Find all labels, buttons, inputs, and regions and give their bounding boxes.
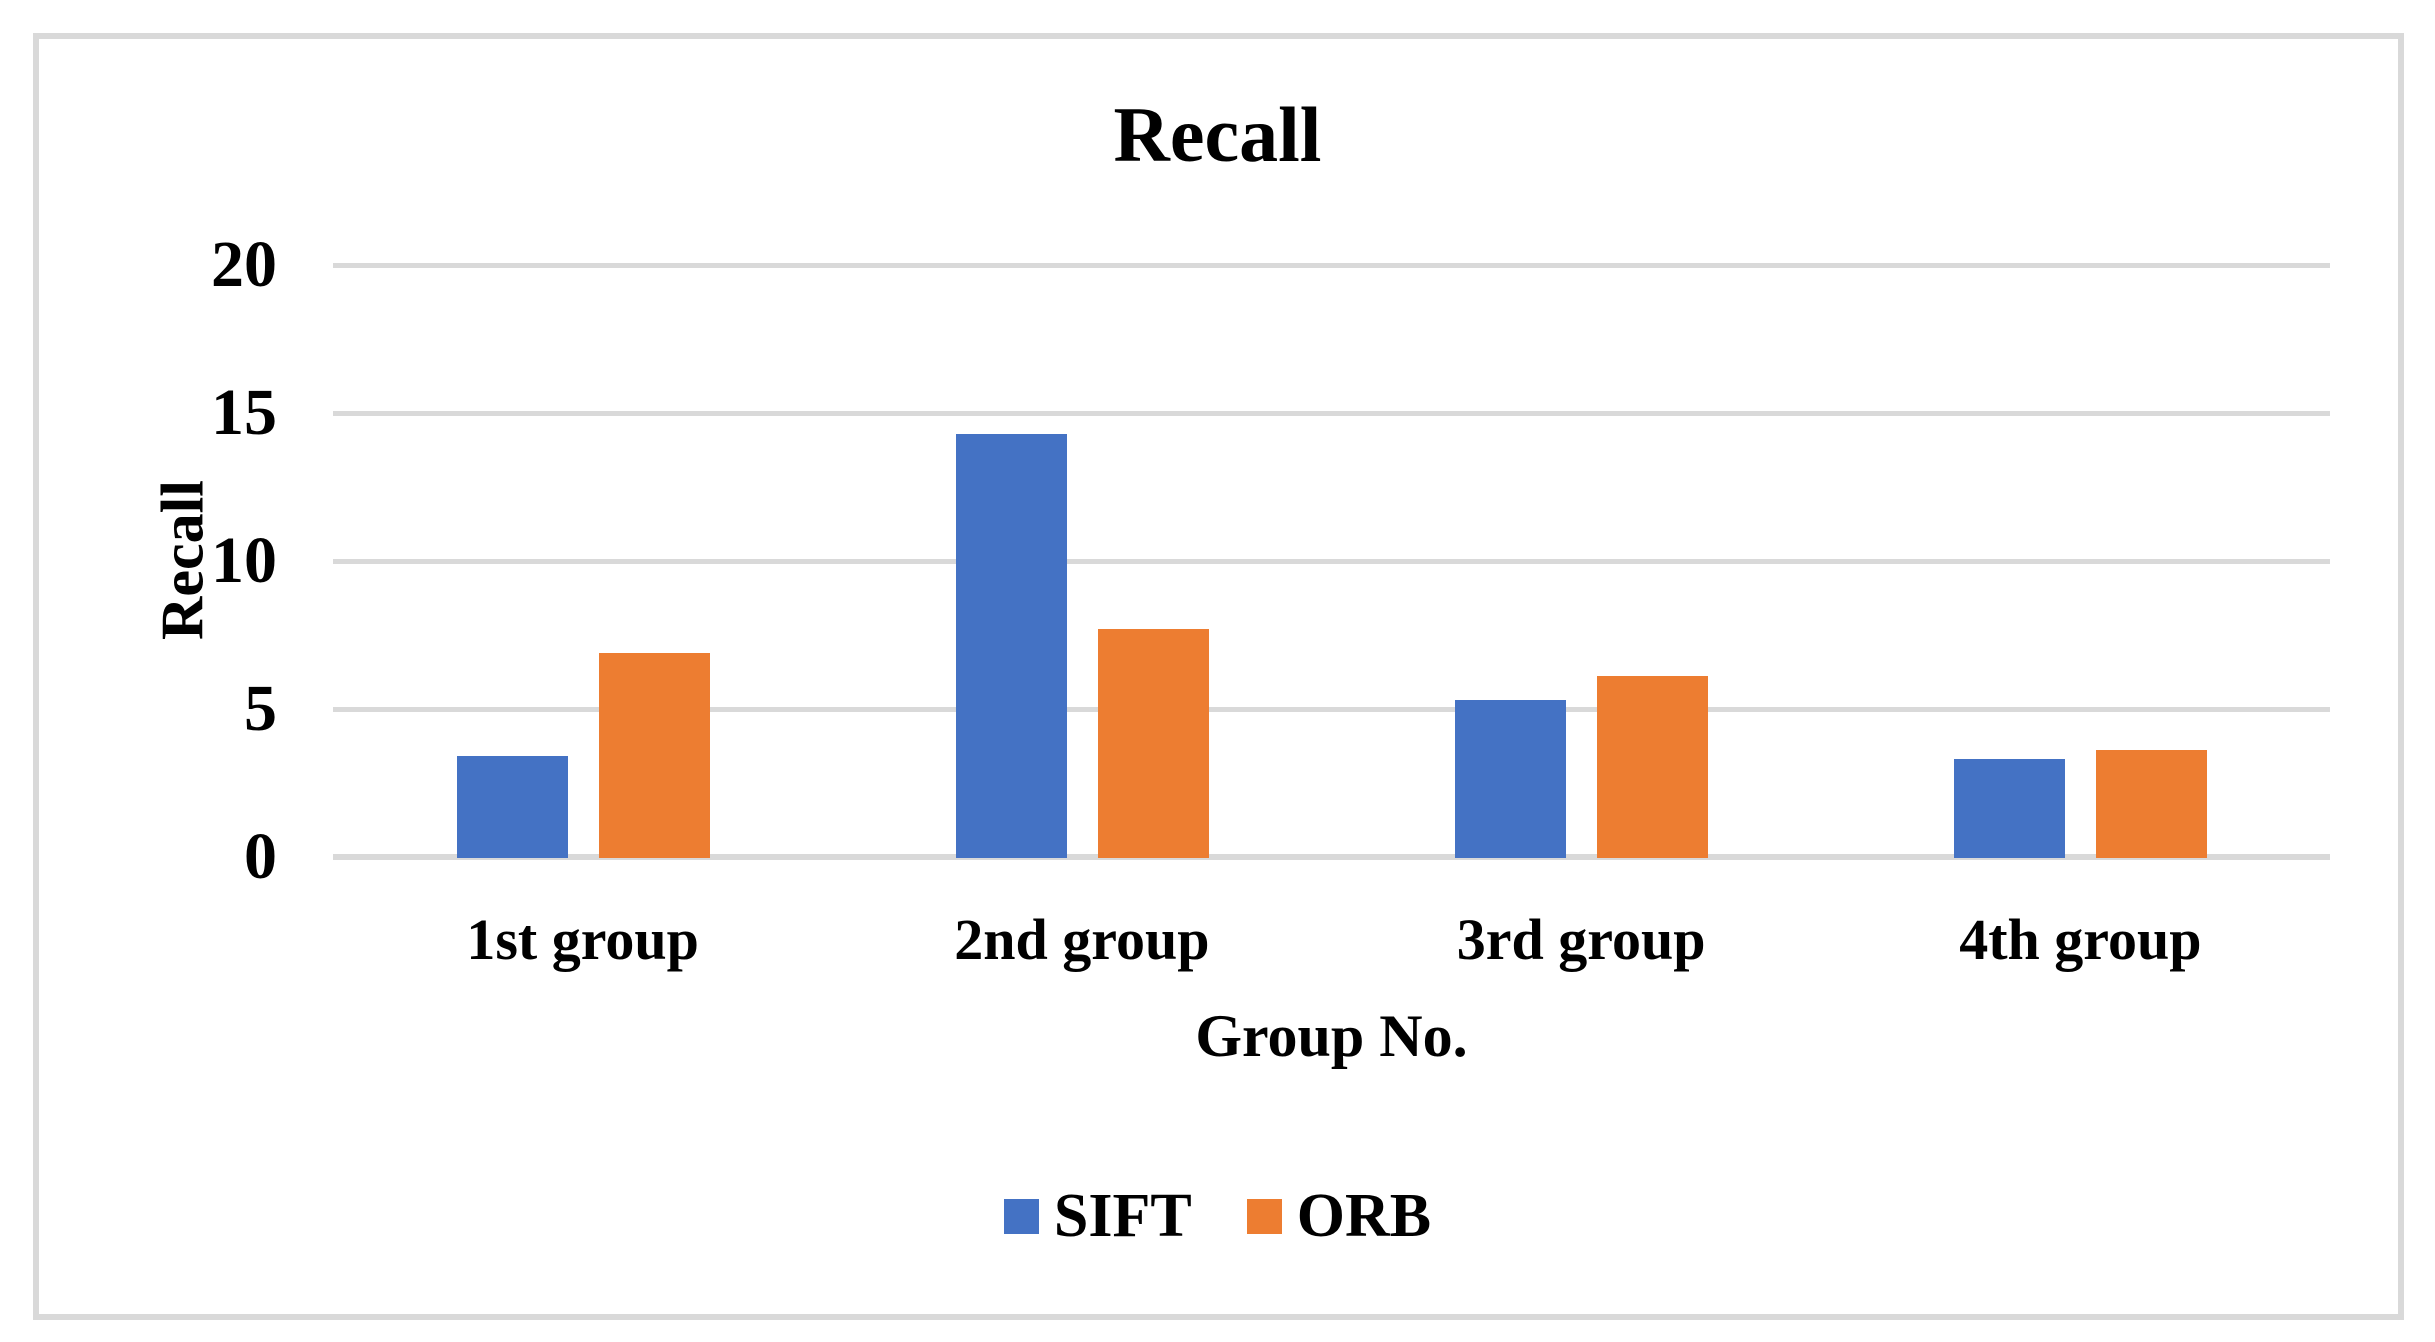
x-axis-line [333, 854, 2330, 860]
legend-item-sift: SIFT [1003, 1182, 1192, 1250]
y-tick-label: 15 [211, 376, 277, 449]
legend-label: SIFT [1053, 1182, 1192, 1250]
legend: SIFT ORB [0, 1185, 2435, 1247]
gridline [333, 262, 2330, 268]
bar-orb-3 [1597, 676, 1709, 858]
category-label: 4th group [1959, 907, 2202, 972]
bar-sift-3 [1455, 700, 1567, 858]
legend-item-orb: ORB [1246, 1182, 1432, 1250]
category-label: 1st group [466, 907, 699, 972]
bar-orb-2 [1097, 629, 1209, 858]
legend-swatch-icon [1003, 1198, 1039, 1234]
x-axis-title: Group No. [1195, 1003, 1468, 1069]
plot-area [333, 262, 2330, 860]
y-tick-label: 10 [211, 524, 277, 597]
bar-sift-2 [955, 433, 1067, 858]
bar-sift-4 [1954, 759, 2066, 858]
gridline [333, 558, 2330, 564]
category-label: 3rd group [1456, 907, 1706, 972]
chart-border [33, 33, 2404, 1320]
y-tick-label: 5 [244, 672, 277, 745]
legend-label: ORB [1296, 1182, 1432, 1250]
y-tick-label: 20 [211, 228, 277, 301]
bar-sift-1 [456, 756, 568, 858]
chart-title: Recall [1113, 91, 1322, 178]
bar-orb-4 [2096, 750, 2208, 858]
gridline [333, 706, 2330, 712]
category-label: 2nd group [954, 907, 1210, 972]
gridline [333, 410, 2330, 416]
legend-swatch-icon [1246, 1198, 1282, 1234]
bar-orb-1 [598, 652, 710, 858]
y-tick-label: 0 [244, 820, 277, 893]
